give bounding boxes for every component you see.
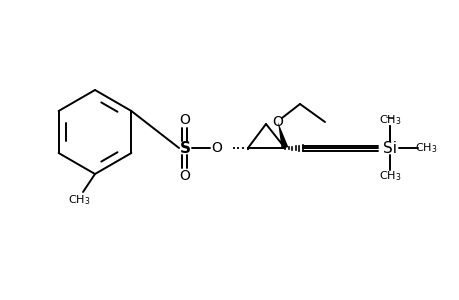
- Text: S: S: [179, 140, 190, 155]
- Text: O: O: [272, 115, 283, 129]
- Polygon shape: [277, 122, 288, 149]
- Text: O: O: [179, 169, 190, 183]
- Text: —: —: [385, 113, 393, 122]
- Text: CH$_3$: CH$_3$: [414, 141, 437, 155]
- Text: CH$_3$: CH$_3$: [378, 113, 400, 127]
- Text: CH$_3$: CH$_3$: [67, 193, 90, 207]
- Text: CH$_3$: CH$_3$: [378, 169, 400, 183]
- Text: O: O: [179, 113, 190, 127]
- Text: Si: Si: [382, 140, 396, 155]
- Text: O: O: [211, 141, 222, 155]
